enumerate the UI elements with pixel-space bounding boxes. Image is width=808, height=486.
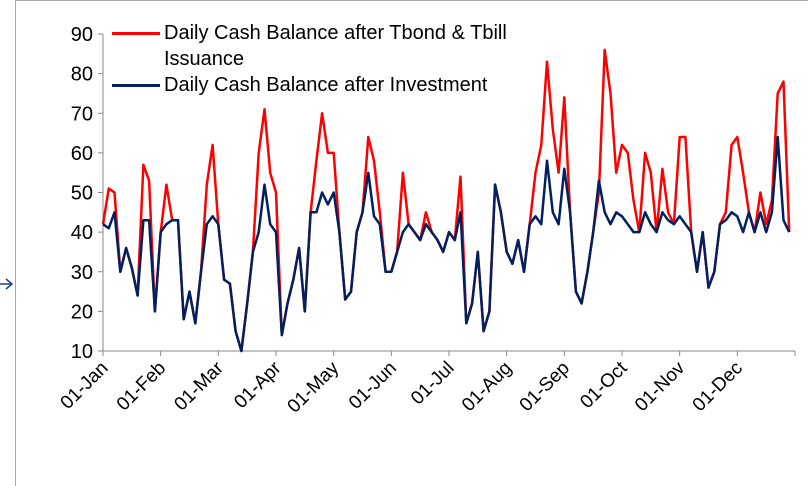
x-tick-label: 01-Oct bbox=[576, 357, 632, 413]
legend: Daily Cash Balance after Tbond & Tbill I… bbox=[112, 20, 564, 98]
legend-item: Daily Cash Balance after Investment bbox=[112, 72, 564, 98]
legend-item: Daily Cash Balance after Tbond & Tbill I… bbox=[112, 20, 564, 72]
y-tick-label: 30 bbox=[71, 262, 93, 284]
y-tick-label: 80 bbox=[71, 64, 93, 86]
x-tick-label: 01-Feb bbox=[113, 358, 170, 415]
x-tick-label: 01-Jun bbox=[345, 358, 401, 414]
legend-label: Daily Cash Balance after Tbond & Tbill I… bbox=[164, 22, 507, 70]
x-tick-label: 01-Jul bbox=[407, 358, 458, 409]
x-tick-label: 01-May bbox=[284, 357, 344, 417]
legend-swatch bbox=[112, 32, 160, 35]
series-line bbox=[102, 135, 791, 353]
legend-swatch bbox=[112, 84, 160, 87]
y-tick-label: 90 bbox=[71, 24, 93, 46]
y-tick-label: 70 bbox=[71, 103, 93, 125]
x-tick-label: 01-Jan bbox=[57, 358, 113, 414]
x-tick-label: 01-Apr bbox=[230, 357, 286, 413]
y-tick-label: 20 bbox=[71, 301, 93, 323]
x-tick-label: 01-Sep bbox=[516, 358, 574, 416]
legend-label: Daily Cash Balance after Investment bbox=[164, 74, 488, 96]
x-tick-label: 01-Dec bbox=[689, 358, 747, 416]
y-tick-label: 40 bbox=[71, 222, 93, 244]
arrow-icon bbox=[0, 278, 14, 290]
x-tick-label: 01-Nov bbox=[631, 357, 690, 416]
x-tick-label: 01-Mar bbox=[170, 357, 228, 415]
x-tick-label: 01-Aug bbox=[458, 358, 516, 416]
y-tick-label: 60 bbox=[71, 143, 93, 165]
y-tick-label: 10 bbox=[71, 341, 93, 363]
y-tick-label: 50 bbox=[71, 183, 93, 205]
